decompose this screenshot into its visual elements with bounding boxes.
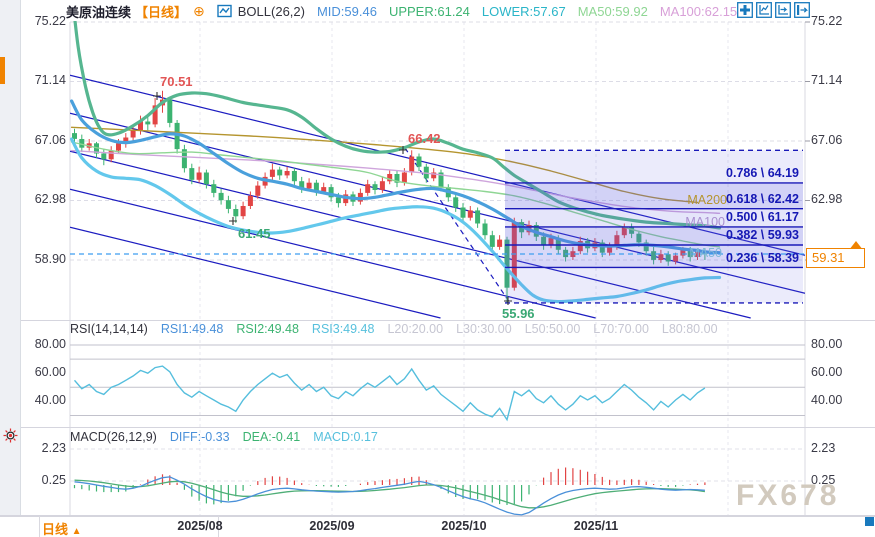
ma200-line-tag: MA200 xyxy=(687,193,727,207)
boll-mid-value: MID:59.46 xyxy=(316,3,377,19)
macd-macd-value: MACD:0.17 xyxy=(313,430,378,444)
watermark: FX678 xyxy=(736,479,840,512)
macd-name: MACD(26,12,9) xyxy=(70,430,157,444)
ma50-value: MA50:59.92 xyxy=(577,3,648,19)
add-compare-icon[interactable]: ⊕ xyxy=(193,2,205,19)
axis-scale-icon[interactable] xyxy=(756,2,772,18)
month-tick-label: 2025/10 xyxy=(441,519,487,533)
axis-label-rsi-right: 80.00 xyxy=(811,337,843,351)
axis-label-macd-left: 2.23 xyxy=(41,441,66,455)
boll-lower-value: LOWER:57.67 xyxy=(481,3,566,19)
swing-high-label: 70.51 xyxy=(160,74,193,89)
axis-label-rsi-left: 80.00 xyxy=(34,337,66,351)
ma50-line-tag: MA50 xyxy=(689,246,722,260)
chart-header: 美原油连续 【日线】 ⊕ BOLL(26,2) MID:59.46 UPPER:… xyxy=(66,2,738,20)
timeframe-label: 日线 xyxy=(42,522,69,537)
rsi1-value: RSI1:49.48 xyxy=(160,322,224,336)
sidebar-active-strip xyxy=(0,57,5,84)
axis-label-main-left: 67.06 xyxy=(34,133,66,147)
axis-label-rsi-right: 40.00 xyxy=(811,393,843,407)
pan-right-icon[interactable] xyxy=(794,2,810,18)
chevron-up-icon: ▲ xyxy=(71,526,82,537)
rsi3-value: RSI3:49.48 xyxy=(311,322,375,336)
month-tick-label: 2025/11 xyxy=(573,519,619,533)
axis-label-main-left: 62.98 xyxy=(34,192,66,206)
rsi-l50: L50:50.00 xyxy=(524,322,581,336)
ma100-line-tag: MA100 xyxy=(685,215,725,229)
month-tick-label: 2025/08 xyxy=(177,519,223,533)
bottom-bar-divider xyxy=(218,516,219,537)
fib-level-label: 0.786 \ 64.19 xyxy=(726,166,799,180)
axis-shift-icon[interactable] xyxy=(775,2,791,18)
axis-label-main-left: 75.22 xyxy=(34,14,66,28)
scrollbar-thumb[interactable] xyxy=(865,517,874,526)
bottom-bar-divider xyxy=(39,516,40,537)
macd-dea-value: DEA:-0.41 xyxy=(242,430,301,444)
ma100-value: MA100:62.15 xyxy=(659,3,738,19)
axis-label-main-right: 71.14 xyxy=(811,73,843,87)
macd-header: MACD(26,12,9) DIFF:-0.33 DEA:-0.41 MACD:… xyxy=(70,430,378,444)
fib-level-label: 0.382 \ 59.93 xyxy=(726,228,799,242)
macd-diff-value: DIFF:-0.33 xyxy=(169,430,230,444)
rsi2-value: RSI2:49.48 xyxy=(236,322,299,336)
swing-low-label: 55.96 xyxy=(502,306,535,321)
period-tag: 【日线】 xyxy=(135,4,188,20)
last-price-badge: 59.31 xyxy=(806,248,865,268)
alert-sun-icon[interactable] xyxy=(3,428,18,443)
rsi-l30: L30:30.00 xyxy=(456,322,512,336)
left-toolbar xyxy=(0,0,21,515)
axis-label-main-left: 71.14 xyxy=(34,73,66,87)
axis-label-rsi-left: 40.00 xyxy=(34,393,66,407)
axis-label-macd-right: 0.25 xyxy=(811,473,836,487)
crosshair-move-icon[interactable] xyxy=(737,2,753,18)
fib-level-label: 0.236 \ 58.39 xyxy=(726,251,799,265)
rsi-header: RSI(14,14,14) RSI1:49.48 RSI2:49.48 RSI3… xyxy=(70,322,718,336)
axis-label-macd-right: 2.23 xyxy=(811,441,836,455)
month-tick-label: 2025/09 xyxy=(309,519,355,533)
fib-level-label: 0.500 \ 61.17 xyxy=(726,210,799,224)
rsi-l80: L80:80.00 xyxy=(661,322,718,336)
axis-label-macd-left: 0.25 xyxy=(41,473,66,487)
timeframe-selector[interactable]: 日线 ▲ xyxy=(42,519,82,537)
chart-toolbar xyxy=(737,2,810,18)
swing-low-label: 61.45 xyxy=(238,226,271,241)
rsi-l20: L20:20.00 xyxy=(387,322,444,336)
boll-upper-value: UPPER:61.24 xyxy=(388,3,470,19)
axis-label-main-right: 75.22 xyxy=(811,14,843,28)
axis-label-main-left: 58.90 xyxy=(34,252,66,266)
axis-label-main-right: 62.98 xyxy=(811,192,843,206)
fib-level-label: 0.618 \ 62.42 xyxy=(726,192,799,206)
axis-label-rsi-right: 60.00 xyxy=(811,365,843,379)
axis-label-rsi-left: 60.00 xyxy=(34,365,66,379)
symbol-name: 美原油连续 xyxy=(66,4,132,20)
rsi-l70: L70:70.00 xyxy=(593,322,649,336)
indicator-chart-icon[interactable] xyxy=(217,4,232,18)
swing-high-label: 66.42 xyxy=(408,131,441,146)
rsi-name: RSI(14,14,14) xyxy=(70,322,148,336)
axis-label-main-right: 67.06 xyxy=(811,133,843,147)
indicator-name: BOLL(26,2) xyxy=(237,3,305,19)
